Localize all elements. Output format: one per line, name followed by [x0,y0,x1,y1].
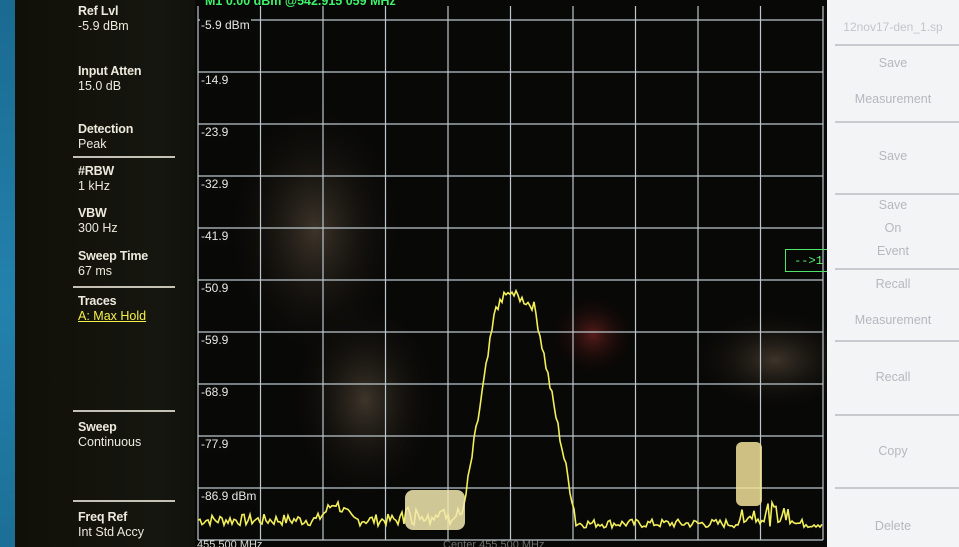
divider [835,340,959,342]
sweep-setting: Sweep Continuous [78,420,141,450]
copy-line1: Copy [878,444,908,458]
ref-level-value: -5.9 dBm [78,19,129,33]
glare-spot [405,490,465,530]
traces-setting: Traces A: Max Hold [78,294,146,324]
sweep-time-setting: Sweep Time 67 ms [78,249,148,279]
traces-value: A: Max Hold [78,309,147,323]
sweep-time-label: Sweep Time [78,249,149,263]
recall-measurement-line1: Recall [875,277,911,291]
divider [835,193,959,195]
save-on-event-key[interactable]: Save On Event [827,197,959,267]
y-tick: -77.9 [200,437,230,451]
y-tick: -23.9 [200,125,230,139]
glare-spot [736,442,762,506]
sign-reflection [547,291,639,379]
divider [835,44,959,46]
copy-key[interactable]: Copy [827,418,959,486]
sweep-time-value: 67 ms [78,264,113,278]
hand-reflection [285,290,445,510]
rbw-value: 1 kHz [78,179,110,193]
vbw-label: VBW [78,206,107,220]
save-measurement-line2: Measurement [854,92,932,106]
rbw-label: #RBW [78,164,115,178]
softkey-menu: 12nov17-den_1.sp Save Measurement Save S… [827,0,959,547]
sweep-label: Sweep [78,420,117,434]
rbw-setting: #RBW 1 kHz [78,164,114,194]
offscreen-marker-indicator: -->1 [785,249,832,272]
settings-panel: Ref Lvl -5.9 dBm Input Atten 15.0 dB Det… [15,0,195,547]
spectrum-plot [195,0,827,547]
filename-label: 12nov17-den_1.sp [843,20,943,34]
recall-line1: Recall [875,370,911,384]
freq-ref-setting: Freq Ref Int Std Accy [78,510,144,540]
divider [835,121,959,123]
delete-key[interactable]: Delete [827,492,959,547]
divider [73,286,175,288]
ref-level-label: Ref Lvl [78,4,119,18]
save-measurement-line1: Save [878,56,908,70]
delete-line1: Delete [874,519,912,533]
x-start-label: 455.500 MHz [197,539,263,547]
recall-measurement-key[interactable]: Recall Measurement [827,270,959,336]
save-on-event-line1: Save [878,198,908,212]
y-tick: -5.9 dBm [200,18,251,32]
recall-key[interactable]: Recall [827,345,959,411]
y-tick: -14.9 [200,73,230,87]
detection-label: Detection [78,122,134,136]
y-tick: -50.9 [200,281,230,295]
y-tick: -68.9 [200,385,230,399]
divider [835,414,959,416]
input-atten-value: 15.0 dB [78,79,122,93]
divider [73,410,175,412]
traces-label: Traces [78,294,117,308]
detection-setting: Detection Peak [78,122,133,152]
recall-measurement-line2: Measurement [854,313,932,327]
max-hold-trace [197,288,823,531]
y-tick: -32.9 [200,177,230,191]
ref-level-setting: Ref Lvl -5.9 dBm [78,4,129,34]
spectrum-graph [195,0,827,547]
freq-ref-label: Freq Ref [78,510,128,524]
detection-value: Peak [78,137,107,151]
analyzer-screen: Ref Lvl -5.9 dBm Input Atten 15.0 dB Det… [15,0,959,547]
sweep-value: Continuous [78,435,142,449]
save-on-event-line2: On [884,221,902,235]
freq-ref-value: Int Std Accy [78,525,145,539]
y-tick: -59.9 [200,333,230,347]
divider [73,500,175,502]
x-center-label: Center 455.500 MHz [443,539,545,547]
divider [835,487,959,489]
divider [835,268,959,270]
marker-readout: M1 0.00 dBm @542.915 059 MHz [205,0,396,8]
save-on-event-line3: Event [877,244,909,258]
y-tick: -41.9 [200,229,230,243]
input-atten-label: Input Atten [78,64,142,78]
divider [73,156,175,158]
save-key[interactable]: Save [827,130,959,190]
y-tick: -86.9 dBm [200,489,258,503]
input-atten-setting: Input Atten 15.0 dB [78,64,141,94]
vbw-setting: VBW 300 Hz [78,206,118,236]
vbw-value: 300 Hz [78,221,118,235]
graticule [197,6,824,541]
save-line1: Save [878,149,908,163]
save-measurement-key[interactable]: Save Measurement [827,52,959,120]
